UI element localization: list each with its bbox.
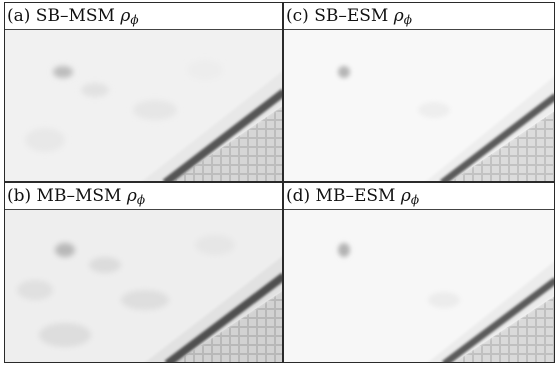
panel-c-title: (c) SB–ESM bbox=[286, 6, 394, 26]
panel-d-image bbox=[284, 210, 554, 362]
panel-a-image bbox=[5, 30, 282, 181]
panel-a-title: (a) SB–MSM bbox=[7, 6, 121, 26]
panel-c-label: (c) SB–ESM ρϕ bbox=[284, 3, 554, 30]
panel-b: (b) MB–MSM ρϕ bbox=[4, 182, 283, 363]
panel-d-label: (d) MB–ESM ρϕ bbox=[284, 183, 554, 210]
panel-c-image bbox=[284, 30, 554, 181]
panel-c-subscript: ϕ bbox=[403, 13, 412, 27]
panel-a-label: (a) SB–MSM ρϕ bbox=[5, 3, 282, 30]
panel-d: (d) MB–ESM ρϕ bbox=[283, 182, 555, 363]
panel-b-label: (b) MB–MSM ρϕ bbox=[5, 183, 282, 210]
panel-a: (a) SB–MSM ρϕ bbox=[4, 2, 283, 182]
panel-d-symbol: ρ bbox=[400, 186, 411, 206]
panel-c-symbol: ρ bbox=[393, 6, 404, 26]
panel-d-title: (d) MB–ESM bbox=[286, 186, 401, 206]
panel-a-symbol: ρ bbox=[120, 6, 131, 26]
panel-c: (c) SB–ESM ρϕ bbox=[283, 2, 555, 182]
panel-d-subscript: ϕ bbox=[410, 193, 420, 207]
panel-b-title: (b) MB–MSM bbox=[7, 186, 127, 206]
panel-b-subscript: ϕ bbox=[136, 193, 146, 207]
panel-b-image bbox=[5, 210, 282, 362]
panel-a-subscript: ϕ bbox=[130, 13, 139, 27]
panel-b-symbol: ρ bbox=[126, 186, 137, 206]
